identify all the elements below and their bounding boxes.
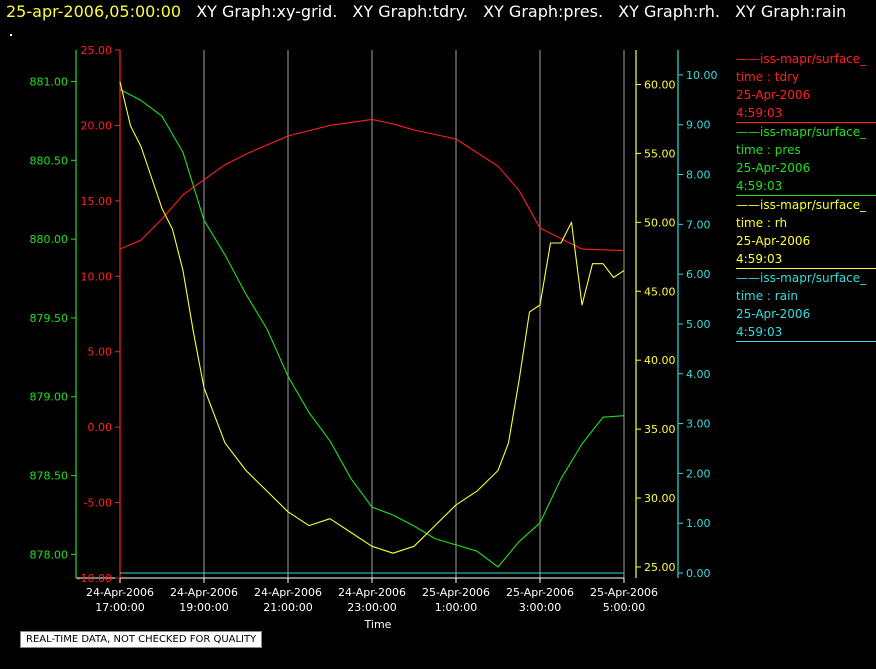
x-tick-label: 3:00:00 [519, 601, 561, 614]
graph-title-rh: XY Graph:rh. [618, 2, 720, 21]
rh-tick-label: 45.00 [644, 285, 676, 298]
legend-source: ——iss-mapr/surface_ [736, 271, 867, 285]
legend-var: time : pres [736, 143, 801, 157]
x-tick-label: 25-Apr-2006 [506, 586, 574, 599]
xy-graph: 24-Apr-2006 17:00:00 24-Apr-2006 19:00:00 24… [30, 44, 718, 631]
pres-tick-label: 879.50 [30, 312, 69, 325]
rain-tick-label: 9.00 [686, 119, 711, 132]
x-tick-label: 24-Apr-2006 [254, 586, 322, 599]
pres-tick-label: 880.00 [30, 233, 69, 246]
pres-tick-label: 879.00 [30, 391, 69, 404]
x-tick-label: 1:00:00 [435, 601, 477, 614]
x-tick-label: 25-Apr-2006 [590, 586, 658, 599]
x-tick-label: 21:00:00 [263, 601, 312, 614]
legend-var: time : tdry [736, 70, 800, 84]
rh-tick-label: 60.00 [644, 78, 676, 91]
legend-date: 25-Apr-2006 [736, 234, 811, 248]
x-axis-label: Time [364, 618, 392, 631]
quality-disclaimer: REAL-TIME DATA, NOT CHECKED FOR QUALITY [20, 631, 263, 648]
legend-var: time : rain [736, 289, 799, 303]
rh-tick-label: 30.00 [644, 492, 676, 505]
pres-tick-label: 878.50 [30, 470, 69, 483]
rain-tick-label: 2.00 [686, 467, 711, 480]
legend-date: 25-Apr-2006 [736, 88, 811, 102]
legend-time: 4:59:03 [736, 252, 783, 266]
x-tick-label: 19:00:00 [179, 601, 228, 614]
rh-tick-label: 55.00 [644, 147, 676, 160]
rain-tick-label: 7.00 [686, 218, 711, 231]
header: 25-apr-2006,05:00:00 XY Graph:xy-grid. X… [6, 2, 856, 22]
x-tick-label: 17:00:00 [95, 601, 144, 614]
graph-title-tdry: XY Graph:tdry. [352, 2, 468, 21]
rain-tick-label: 3.00 [686, 418, 711, 431]
x-tick-label: 24-Apr-2006 [338, 586, 406, 599]
tdry-tick-label: 0.00 [88, 421, 113, 434]
legend-time: 4:59:03 [736, 106, 783, 120]
rain-tick-label: 1.00 [686, 517, 711, 530]
rain-tick-label: 5.00 [686, 318, 711, 331]
x-tick-label: 25-Apr-2006 [422, 586, 490, 599]
x-tick-label: 23:00:00 [347, 601, 396, 614]
rain-tick-label: 0.00 [686, 567, 711, 580]
tdry-tick-label: 20.00 [81, 119, 113, 132]
legend-var: time : rh [736, 216, 788, 230]
legend: ——iss-mapr/surface_ time : tdry 25-Apr-2… [736, 50, 876, 342]
series-tdry-line [119, 118, 625, 252]
legend-entry-rain[interactable]: ——iss-mapr/surface_ time : rain 25-Apr-2… [736, 269, 876, 342]
tdry-tick-label: 15.00 [81, 195, 113, 208]
pres-tick-label: 878.00 [30, 548, 69, 561]
rain-tick-label: 6.00 [686, 268, 711, 281]
tdry-tick-label: 10.00 [81, 270, 113, 283]
rh-tick-label: 35.00 [644, 423, 676, 436]
legend-date: 25-Apr-2006 [736, 307, 811, 321]
graph-title-rain: XY Graph:rain [735, 2, 847, 21]
legend-entry-pres[interactable]: ——iss-mapr/surface_ time : pres 25-Apr-2… [736, 123, 876, 196]
rain-tick-label: 8.00 [686, 169, 711, 182]
tdry-tick-label: 5.00 [88, 346, 113, 359]
legend-date: 25-Apr-2006 [736, 161, 811, 175]
x-tick-label: 24-Apr-2006 [170, 586, 238, 599]
legend-source: ——iss-mapr/surface_ [736, 52, 867, 66]
rh-tick-label: 25.00 [644, 561, 676, 574]
tdry-tick-label: -10.00 [77, 572, 112, 585]
graph-title-pres: XY Graph:pres. [483, 2, 604, 21]
tdry-tick-label: -5.00 [84, 497, 112, 510]
series-rh-line [119, 81, 625, 554]
rain-tick-label: 10.00 [686, 69, 718, 82]
legend-source: ——iss-mapr/surface_ [736, 125, 867, 139]
series-pres-line [119, 88, 625, 568]
x-tick-label: 24-Apr-2006 [86, 586, 154, 599]
legend-entry-tdry[interactable]: ——iss-mapr/surface_ time : tdry 25-Apr-2… [736, 50, 876, 123]
rain-tick-label: 4.00 [686, 368, 711, 381]
rh-tick-label: 50.00 [644, 216, 676, 229]
x-tick-label: 5:00:00 [603, 601, 645, 614]
legend-time: 4:59:03 [736, 325, 783, 339]
legend-time: 4:59:03 [736, 179, 783, 193]
pres-tick-label: 880.50 [30, 154, 69, 167]
timestamp: 25-apr-2006,05:00:00 [6, 2, 182, 21]
tdry-tick-label: 25.00 [81, 44, 113, 57]
pres-tick-label: 881.00 [30, 76, 69, 89]
legend-entry-rh[interactable]: ——iss-mapr/surface_ time : rh 25-Apr-200… [736, 196, 876, 269]
marker-dot [10, 34, 12, 36]
legend-source: ——iss-mapr/surface_ [736, 198, 867, 212]
rh-tick-label: 40.00 [644, 354, 676, 367]
graph-title-xy-grid: XY Graph:xy-grid. [196, 2, 338, 21]
